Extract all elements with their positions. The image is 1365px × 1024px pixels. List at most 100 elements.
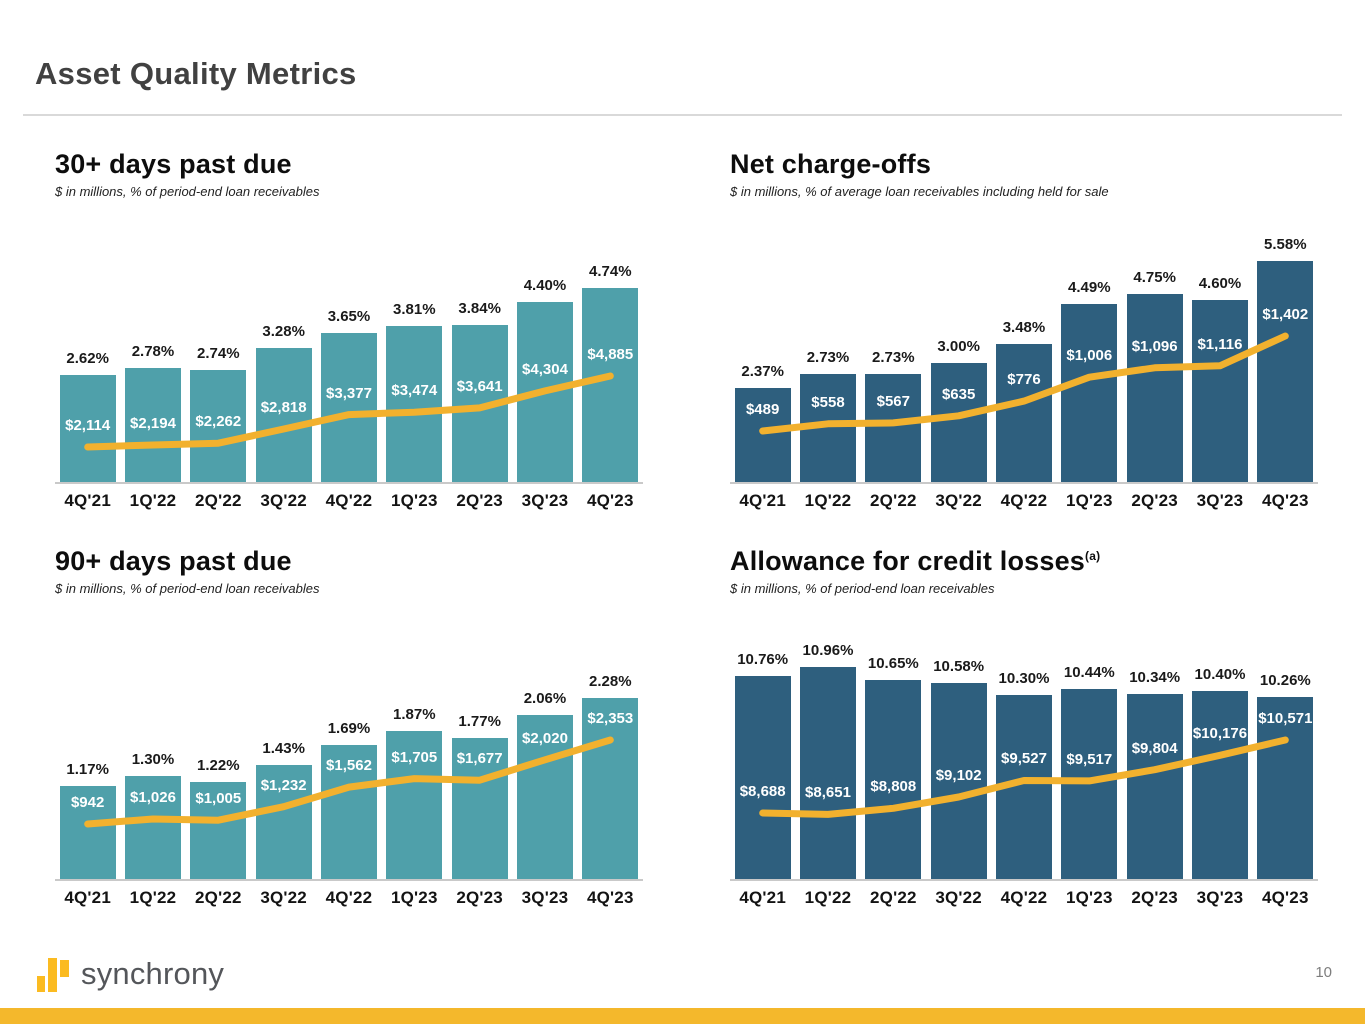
chart-title: 30+ days past due bbox=[55, 148, 655, 180]
chart-title: 90+ days past due bbox=[55, 545, 655, 577]
bar-pct-label: 3.65% bbox=[327, 308, 371, 325]
bar-value-label: $1,677 bbox=[456, 750, 503, 768]
chart-column: 10.96% $8,651 bbox=[795, 616, 860, 879]
bar-pct-label: 4.74% bbox=[589, 263, 632, 280]
bar bbox=[59, 786, 116, 879]
bar-pct-label: 4.60% bbox=[1198, 275, 1242, 292]
chart-title: Net charge-offs bbox=[730, 148, 1330, 180]
bar-value-label: $3,474 bbox=[391, 382, 438, 400]
bar bbox=[451, 738, 508, 879]
bar bbox=[1257, 261, 1314, 482]
bar-pct-label: 2.78% bbox=[131, 343, 175, 360]
bar-value-label: $9,527 bbox=[1001, 750, 1047, 768]
bar bbox=[995, 344, 1052, 482]
chart-column: 4.74% $4,885 bbox=[578, 219, 643, 482]
bar-pct-label: 2.37% bbox=[741, 363, 784, 380]
chart-subtitle: $ in millions, % of average loan receiva… bbox=[730, 184, 1109, 199]
bar-pct-label: 10.96% bbox=[802, 642, 854, 659]
chart-column: 4.60% $1,116 bbox=[1187, 219, 1252, 482]
x-axis-label: 4Q'21 bbox=[64, 491, 111, 510]
bar-pct-label: 3.00% bbox=[937, 338, 980, 355]
x-axis-label: 1Q'23 bbox=[1065, 491, 1113, 510]
bar-value-label: $1,562 bbox=[326, 757, 372, 775]
bar-pct-label: 10.65% bbox=[867, 655, 919, 672]
chart-title-text: 90+ days past due bbox=[55, 546, 292, 576]
bar-value-label: $1,402 bbox=[1262, 306, 1309, 324]
x-axis-label: 4Q'21 bbox=[739, 491, 786, 510]
x-axis-label: 1Q'23 bbox=[390, 491, 438, 510]
bar-pct-label: 2.73% bbox=[872, 349, 915, 366]
bar-value-label: $1,005 bbox=[195, 790, 242, 808]
chart-90-plus-days-past-due: 90+ days past due $ in millions, % of pe… bbox=[55, 545, 655, 908]
synchrony-logo-icon bbox=[37, 956, 69, 992]
chart-column: 4.49% $1,006 bbox=[1057, 219, 1122, 482]
chart-column: 3.84% $3,641 bbox=[447, 219, 512, 482]
bar-value-label: $9,102 bbox=[935, 766, 982, 784]
bar-pct-label: 2.73% bbox=[806, 349, 850, 366]
chart-column: 3.65% $3,377 bbox=[316, 219, 381, 482]
bar-value-label: $8,651 bbox=[805, 784, 851, 802]
bar bbox=[930, 363, 987, 482]
synchrony-logo: synchrony bbox=[37, 956, 224, 992]
bar-value-label: $2,020 bbox=[522, 729, 568, 747]
chart-column: 1.87% $1,705 bbox=[382, 616, 447, 879]
chart-subtitle: $ in millions, % of period-end loan rece… bbox=[730, 581, 995, 596]
bar-value-label: $2,194 bbox=[130, 414, 176, 432]
trend-line bbox=[84, 372, 614, 451]
bar bbox=[1257, 697, 1314, 879]
chart-column: 2.62% $2,114 bbox=[55, 219, 120, 482]
bar bbox=[59, 375, 116, 482]
chart-column: 2.06% $2,020 bbox=[512, 616, 577, 879]
x-axis-label: 1Q'22 bbox=[804, 888, 852, 907]
chart-subtitle: $ in millions, % of period-end loan rece… bbox=[55, 184, 320, 199]
bar-pct-label: 10.30% bbox=[998, 670, 1050, 687]
chart-column: 2.37% $489 bbox=[730, 219, 795, 482]
chart-column: 10.40% $10,176 bbox=[1187, 616, 1252, 879]
chart-column: 10.76% $8,688 bbox=[730, 616, 795, 879]
chart-column: 2.78% $2,194 bbox=[120, 219, 185, 482]
bar-value-label: $776 bbox=[1007, 371, 1041, 389]
bar bbox=[386, 731, 443, 879]
chart-column: 2.28% $2,353 bbox=[578, 616, 643, 879]
x-axis-label: 3Q'23 bbox=[521, 491, 569, 510]
chart-plot: 2.62% $2,114 2.78% $2,194 2.74% $2,262 3.28% $2… bbox=[55, 219, 643, 484]
x-axis-label: 4Q'22 bbox=[325, 888, 373, 907]
page-number: 10 bbox=[1315, 964, 1332, 981]
bar-value-label: $1,006 bbox=[1066, 347, 1113, 365]
bar-pct-label: 10.44% bbox=[1063, 664, 1115, 681]
chart-column: 10.58% $9,102 bbox=[926, 616, 991, 879]
x-axis-label: 4Q'22 bbox=[1000, 491, 1048, 510]
bar-pct-label: 10.58% bbox=[933, 658, 985, 675]
bar bbox=[865, 374, 922, 482]
chart-column: 2.74% $2,262 bbox=[186, 219, 251, 482]
bar-value-label: $3,641 bbox=[456, 377, 503, 395]
chart-plot: 10.76% $8,688 10.96% $8,651 10.65% $8,808 10.5… bbox=[730, 616, 1318, 881]
bar bbox=[124, 776, 181, 879]
bar-value-label: $1,705 bbox=[391, 748, 438, 766]
bar-value-label: $942 bbox=[70, 794, 105, 811]
x-axis-label: 3Q'23 bbox=[521, 888, 569, 907]
chart-column: 5.58% $1,402 bbox=[1253, 219, 1318, 482]
x-axis-label: 3Q'22 bbox=[935, 491, 982, 510]
bar bbox=[1126, 294, 1183, 482]
trend-line bbox=[84, 736, 614, 828]
bar-pct-label: 5.58% bbox=[1264, 236, 1307, 253]
bar-value-label: $1,026 bbox=[130, 789, 176, 806]
x-axis: 4Q'21 1Q'22 2Q'22 3Q'22 4Q'22 1Q'23 2Q'23 3Q'23… bbox=[55, 888, 643, 908]
bar-value-label: $8,688 bbox=[739, 783, 786, 800]
chart-30-plus-days-past-due: 30+ days past due $ in millions, % of pe… bbox=[55, 148, 655, 511]
bar bbox=[930, 683, 987, 879]
bar-value-label: $10,571 bbox=[1258, 710, 1313, 727]
trend-line bbox=[759, 332, 1289, 435]
bar-value-label: $10,176 bbox=[1192, 725, 1248, 743]
page-title: Asset Quality Metrics bbox=[35, 56, 357, 91]
title-divider bbox=[23, 114, 1342, 116]
bar-pct-label: 3.48% bbox=[1002, 319, 1046, 336]
bar bbox=[386, 326, 443, 482]
x-axis-label: 4Q'22 bbox=[325, 491, 373, 510]
bar-value-label: $635 bbox=[941, 385, 976, 403]
x-axis-label: 4Q'21 bbox=[64, 888, 111, 907]
bar-pct-label: 1.77% bbox=[458, 713, 501, 730]
bar-pct-label: 4.40% bbox=[523, 277, 567, 294]
x-axis-label: 2Q'22 bbox=[195, 888, 242, 907]
